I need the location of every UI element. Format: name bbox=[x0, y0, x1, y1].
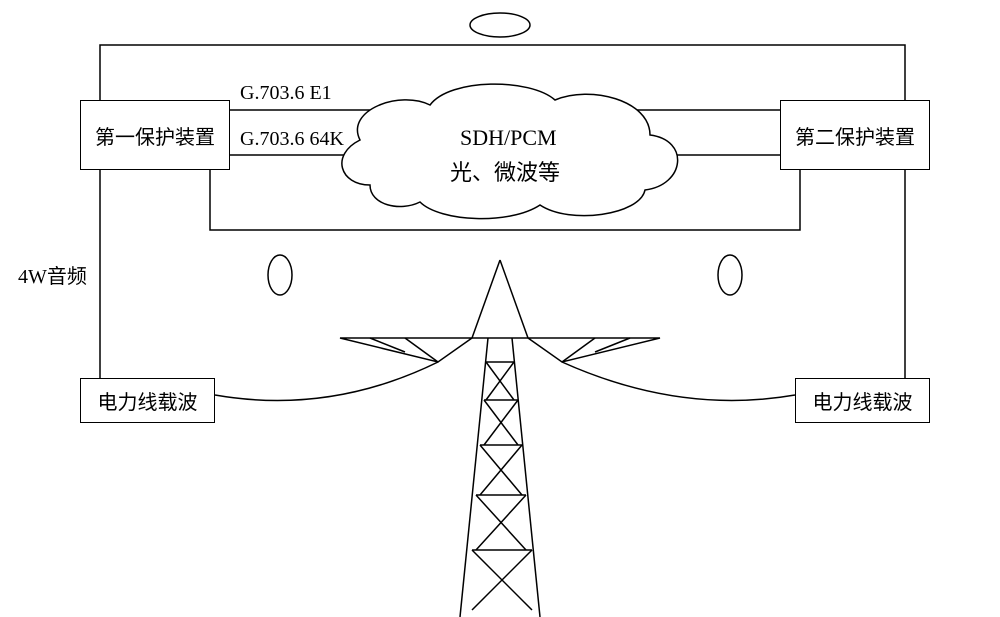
left-plc-label: 电力线载波 bbox=[98, 386, 198, 415]
powerline-left bbox=[215, 362, 438, 400]
insulator-right bbox=[718, 255, 742, 295]
right-protection-label: 第二保护装置 bbox=[795, 121, 915, 150]
insulator-left bbox=[268, 255, 292, 295]
right-protection-box: 第二保护装置 bbox=[780, 100, 930, 170]
right-plc-box: 电力线载波 bbox=[795, 378, 930, 423]
tower bbox=[340, 260, 660, 617]
label-4w-audio: 4W音频 bbox=[18, 260, 87, 289]
right-plc-label: 电力线载波 bbox=[813, 386, 913, 415]
label-64k: G.703.6 64K bbox=[240, 128, 344, 151]
left-protection-label: 第一保护装置 bbox=[95, 121, 215, 150]
top-dedicated-line bbox=[100, 45, 905, 100]
diagram-svg bbox=[0, 0, 1000, 617]
left-plc-box: 电力线载波 bbox=[80, 378, 215, 423]
powerline-right bbox=[562, 362, 795, 400]
left-protection-box: 第一保护装置 bbox=[80, 100, 230, 170]
top-small-ellipse bbox=[470, 13, 530, 37]
diagram-root: 第一保护装置 第二保护装置 电力线载波 电力线载波 G.703.6 E1 G.7… bbox=[0, 0, 1000, 617]
cloud-label-2: 光、微波等 bbox=[450, 155, 560, 187]
cloud-label-1: SDH/PCM bbox=[460, 125, 557, 151]
label-e1: G.703.6 E1 bbox=[240, 82, 332, 105]
cloud-shape bbox=[342, 84, 678, 219]
